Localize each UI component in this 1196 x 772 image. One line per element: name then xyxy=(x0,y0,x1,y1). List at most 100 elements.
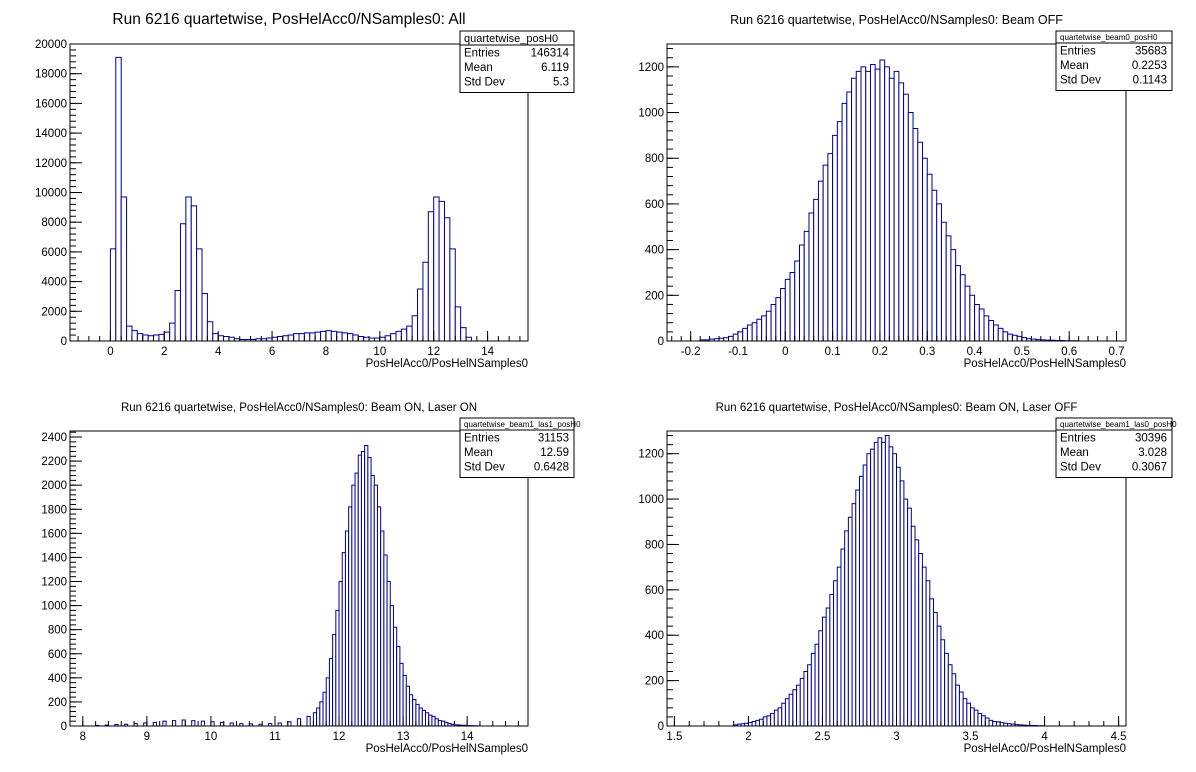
histogram-bin xyxy=(788,693,794,726)
histogram-bin xyxy=(306,715,311,726)
histogram-bin xyxy=(810,652,816,726)
histogram-bin xyxy=(893,70,900,341)
histogram-bin xyxy=(955,265,961,341)
histogram-bin xyxy=(978,308,985,341)
x-axis-label: PosHelAcc0/PosHelNSamples0 xyxy=(964,358,1126,370)
histogram-bin xyxy=(841,102,848,341)
y-tick-label: 1200 xyxy=(41,577,67,589)
histogram-bin xyxy=(803,230,810,341)
x-tick-label: 6 xyxy=(269,346,275,358)
histogram-bin xyxy=(799,677,805,726)
histogram-bin xyxy=(206,321,214,341)
x-tick-label: 2 xyxy=(745,731,751,743)
histogram-bin xyxy=(847,516,853,726)
histogram-bin xyxy=(936,203,942,341)
stats-label: Mean xyxy=(1060,447,1089,459)
y-tick-label: 600 xyxy=(48,649,67,661)
stats-label: Entries xyxy=(464,48,500,60)
y-tick-label: 6000 xyxy=(41,247,67,259)
histogram-bin xyxy=(907,507,912,726)
x-axis-label: PosHelAcc0/PosHelNSamples0 xyxy=(964,743,1126,755)
histogram-bin xyxy=(925,580,931,726)
histogram-bin xyxy=(201,292,208,341)
stats-box-frame xyxy=(1055,30,1173,91)
x-tick-label: 13 xyxy=(397,731,410,743)
stats-value: 146314 xyxy=(531,48,570,60)
histogram-bin xyxy=(330,330,338,341)
histogram-bin xyxy=(958,691,964,726)
stats-label: Mean xyxy=(464,62,493,74)
histogram-bin xyxy=(940,639,946,726)
x-tick-label: 0 xyxy=(107,346,113,358)
y-tick-label: 0 xyxy=(61,721,67,733)
histogram-bin xyxy=(756,318,763,341)
stats-box: quartetwise_beam1_las0_posH0 Entries 30396… xyxy=(1055,417,1177,478)
histogram-bin xyxy=(277,722,282,726)
histogram-bin xyxy=(1002,331,1009,341)
histogram-bin xyxy=(884,435,890,726)
histogram-bin xyxy=(223,336,230,341)
histogram-bin xyxy=(808,212,815,341)
stats-value: 35683 xyxy=(1135,46,1167,58)
histogram-bin xyxy=(174,290,181,341)
histogram-bin xyxy=(827,153,834,341)
histogram-bin xyxy=(406,325,413,341)
histogram-bin xyxy=(874,68,881,341)
stats-box-frame xyxy=(459,30,575,93)
histogram-bin xyxy=(947,664,953,726)
chart-title: Run 6216 quartetwise, PosHelAcc0/NSample… xyxy=(716,402,1078,414)
stats-label: Entries xyxy=(464,433,500,445)
histogram-bin xyxy=(742,327,748,341)
stats-value: 0.1143 xyxy=(1133,75,1167,87)
stats-box: quartetwise_beam0_posH0 Entries 35683 Mean 0… xyxy=(1055,30,1173,91)
x-tick-label: -0.1 xyxy=(728,346,748,358)
x-tick-label: 14 xyxy=(461,731,474,743)
histogram-bin xyxy=(918,553,923,726)
histogram-bin xyxy=(855,489,860,726)
y-tick-label: 200 xyxy=(48,697,67,709)
histogram-bin xyxy=(352,334,359,341)
histogram-bin xyxy=(855,70,862,341)
histogram-bin xyxy=(833,580,838,726)
y-tick-label: 800 xyxy=(645,539,664,551)
histogram-bin xyxy=(728,335,734,341)
y-tick-label: 1000 xyxy=(638,494,664,506)
histogram-bin xyxy=(988,319,995,341)
stats-histogram-name: quartetwise_beam1_las1_posH0 xyxy=(464,420,581,429)
histogram-bin xyxy=(899,480,905,726)
histogram-bin xyxy=(228,336,235,341)
stats-label: Std Dev xyxy=(1060,462,1101,474)
histogram-bin xyxy=(903,498,909,726)
histogram-bin xyxy=(851,77,857,341)
stats-value: 0.6428 xyxy=(534,462,569,474)
y-tick-label: 0 xyxy=(61,336,67,348)
histogram-bin xyxy=(813,198,819,341)
histogram-bin xyxy=(829,593,835,726)
histogram-bin xyxy=(836,121,843,341)
histogram-bin xyxy=(910,525,916,726)
histogram-bin xyxy=(851,503,857,726)
histogram-bin xyxy=(239,723,244,726)
histogram-bin xyxy=(995,721,1001,726)
histogram-bin xyxy=(395,330,402,341)
histogram-bin xyxy=(309,332,316,341)
x-tick-label: 0.6 xyxy=(1061,346,1077,358)
histogram-bin xyxy=(977,713,983,726)
histogram-bin xyxy=(115,56,122,341)
x-tick-label: 0.1 xyxy=(825,346,841,358)
y-tick-label: 400 xyxy=(48,673,67,685)
histogram-bin xyxy=(840,548,846,726)
histogram-bin xyxy=(751,720,757,726)
stats-histogram-name: quartetwise_posH0 xyxy=(464,33,558,45)
histogram-bin xyxy=(438,200,445,341)
histogram-bin xyxy=(379,336,386,341)
y-tick-label: 0 xyxy=(658,336,664,348)
histogram-bin xyxy=(325,330,332,341)
histogram-bin xyxy=(131,330,138,341)
stats-label: Entries xyxy=(1060,433,1096,445)
histogram-pad-beam-on-laser-on: Run 6216 quartetwise, PosHelAcc0/NSample… xyxy=(41,402,581,755)
histogram-bin xyxy=(766,715,772,726)
histogram-bin xyxy=(896,466,901,726)
histogram-bin xyxy=(136,333,144,341)
histogram-bin xyxy=(357,336,365,341)
